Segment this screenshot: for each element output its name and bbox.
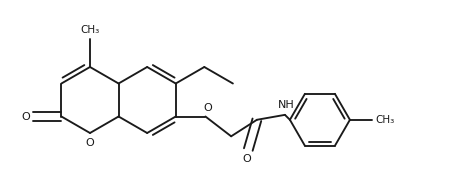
Text: O: O: [22, 111, 30, 121]
Text: CH₃: CH₃: [80, 25, 100, 35]
Text: O: O: [242, 153, 251, 163]
Text: O: O: [203, 102, 212, 113]
Text: NH: NH: [278, 100, 294, 110]
Text: CH₃: CH₃: [375, 115, 395, 125]
Text: O: O: [86, 138, 95, 148]
